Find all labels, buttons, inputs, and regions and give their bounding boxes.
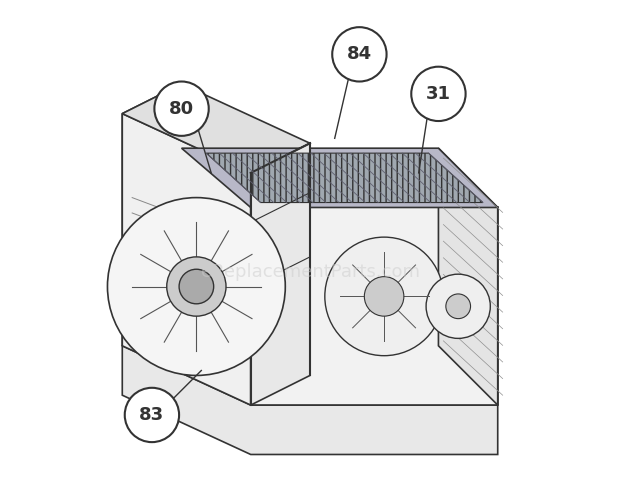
Circle shape xyxy=(446,294,471,319)
Circle shape xyxy=(365,277,404,316)
Polygon shape xyxy=(206,153,483,203)
Text: 80: 80 xyxy=(169,100,194,118)
Circle shape xyxy=(107,198,285,375)
Polygon shape xyxy=(122,346,498,454)
Text: 84: 84 xyxy=(347,45,372,63)
Polygon shape xyxy=(122,84,182,346)
Polygon shape xyxy=(250,207,498,405)
Circle shape xyxy=(125,388,179,442)
Circle shape xyxy=(167,257,226,316)
Circle shape xyxy=(325,237,443,356)
Polygon shape xyxy=(122,84,310,173)
Circle shape xyxy=(426,274,490,338)
Polygon shape xyxy=(122,114,250,405)
Polygon shape xyxy=(182,148,498,207)
Polygon shape xyxy=(122,346,498,405)
Polygon shape xyxy=(438,148,498,405)
Polygon shape xyxy=(250,143,310,405)
Circle shape xyxy=(411,67,466,121)
Text: eReplacementParts.com: eReplacementParts.com xyxy=(200,263,420,281)
Circle shape xyxy=(332,27,387,82)
Circle shape xyxy=(154,82,209,136)
Text: 83: 83 xyxy=(140,406,164,424)
Text: 31: 31 xyxy=(426,85,451,103)
Circle shape xyxy=(179,269,214,304)
